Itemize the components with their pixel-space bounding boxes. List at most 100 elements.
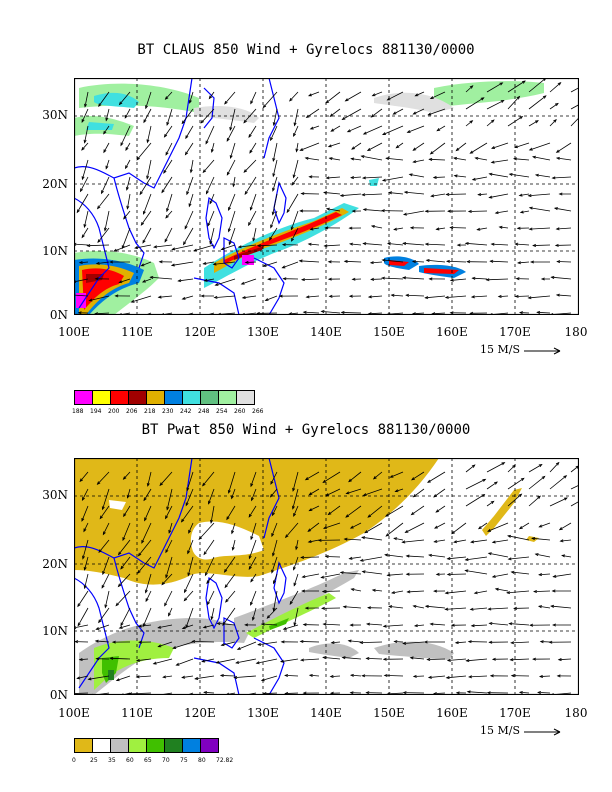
bottom-colorbar xyxy=(74,738,219,753)
wind-vector-head xyxy=(248,222,252,227)
wind-vector-head xyxy=(514,294,519,298)
wind-vector-head xyxy=(471,276,476,280)
wind-vector xyxy=(323,623,341,626)
wind-vector-head xyxy=(518,311,523,315)
wind-vector xyxy=(410,657,425,660)
wind-vector-head xyxy=(465,659,470,663)
wind-vector xyxy=(366,623,383,626)
wind-vector-head xyxy=(122,476,127,480)
wind-vector-head xyxy=(152,661,157,665)
wind-vector xyxy=(271,556,278,573)
wind-vector xyxy=(453,157,467,161)
wind-vector xyxy=(161,176,173,193)
wind-vector-head xyxy=(137,552,142,557)
wind-vector-head xyxy=(348,226,353,230)
wind-vector-head xyxy=(248,566,252,571)
wind-vector-head xyxy=(78,260,83,265)
wind-vector xyxy=(104,210,110,231)
wind-vector-head xyxy=(542,95,547,99)
colorbar-swatch xyxy=(110,390,129,405)
wind-vector xyxy=(291,176,299,186)
wind-vector-head xyxy=(361,176,366,180)
wind-vector-head xyxy=(135,658,140,662)
wind-vector-head xyxy=(271,211,275,216)
wind-vector xyxy=(166,488,173,510)
wind-vector-head xyxy=(226,516,230,521)
colorbar-label: 200 xyxy=(108,408,120,415)
wind-vector xyxy=(273,573,278,584)
wind-vector xyxy=(102,556,110,575)
colorbar-swatch xyxy=(74,390,93,405)
wind-vector xyxy=(135,244,152,249)
wind-vector xyxy=(204,278,215,282)
wind-vector-head xyxy=(445,676,450,680)
wind-vector xyxy=(243,159,257,173)
wind-vector xyxy=(308,91,320,97)
wind-vector-head xyxy=(95,627,100,630)
bottom-lat-20n: 20N xyxy=(42,557,68,571)
wind-vector-head xyxy=(165,515,169,520)
wind-vector xyxy=(470,607,488,610)
wind-vector xyxy=(303,311,320,314)
wind-vector-head xyxy=(453,174,458,178)
wind-vector-head xyxy=(209,200,213,205)
wind-vector-head xyxy=(528,147,533,151)
wind-vector xyxy=(451,522,467,534)
wind-vector-head xyxy=(248,134,252,138)
wind-vector xyxy=(203,624,215,628)
colorbar-label: 266 xyxy=(252,408,264,415)
wind-vector-head xyxy=(146,175,150,180)
wind-vector-head xyxy=(198,536,203,540)
wind-vector xyxy=(226,159,236,176)
wind-vector-head xyxy=(500,99,505,104)
wind-vector xyxy=(556,294,572,297)
wind-vector xyxy=(560,539,572,542)
wind-vector-head xyxy=(96,205,101,210)
wind-vector-head xyxy=(293,513,297,518)
wind-vector xyxy=(330,108,341,117)
wind-vector xyxy=(270,125,278,141)
wind-vector-head xyxy=(427,675,432,679)
wind-vector xyxy=(120,556,131,570)
wind-vector xyxy=(202,159,215,173)
wind-vector xyxy=(87,244,110,247)
wind-vector-head xyxy=(389,474,394,478)
wind-vector xyxy=(248,539,257,559)
wind-vector-head xyxy=(477,192,482,197)
colorbar-label: 75 xyxy=(180,757,188,764)
wind-vector-head xyxy=(556,674,561,678)
wind-vector-head xyxy=(348,556,353,560)
colorbar-swatch xyxy=(164,390,183,405)
wind-vector-head xyxy=(271,512,275,517)
wind-vector xyxy=(190,159,194,173)
wind-vector-head xyxy=(76,676,81,680)
bottom-scale-arrow xyxy=(524,728,561,736)
wind-vector xyxy=(486,119,495,127)
bottom-map xyxy=(74,458,579,695)
wind-vector-head xyxy=(385,513,389,517)
wind-vector-head xyxy=(556,260,561,264)
wind-vector xyxy=(143,193,152,215)
wind-vector xyxy=(326,176,341,179)
wind-vector xyxy=(216,658,236,664)
wind-vector xyxy=(466,658,488,662)
bottom-lon-120e: 120E xyxy=(184,706,216,720)
wind-vector-head xyxy=(236,647,241,650)
wind-vector xyxy=(329,157,341,161)
colorbar-swatch xyxy=(110,738,129,753)
wind-vector-head xyxy=(348,478,352,483)
wind-vector xyxy=(102,488,110,510)
wind-vector-head xyxy=(471,464,476,468)
wind-vector xyxy=(305,157,320,161)
wind-vector-head xyxy=(118,280,123,284)
wind-vector-head xyxy=(557,81,562,86)
wind-vector xyxy=(143,488,152,501)
wind-vector xyxy=(511,641,530,644)
wind-vector-head xyxy=(260,622,265,626)
wind-vector xyxy=(394,227,404,230)
wind-vector-head xyxy=(270,224,274,229)
wind-vector xyxy=(242,295,257,299)
colorbar-label: 65 xyxy=(144,757,152,764)
wind-vector-head xyxy=(166,121,170,126)
wind-vector-head xyxy=(301,575,306,579)
